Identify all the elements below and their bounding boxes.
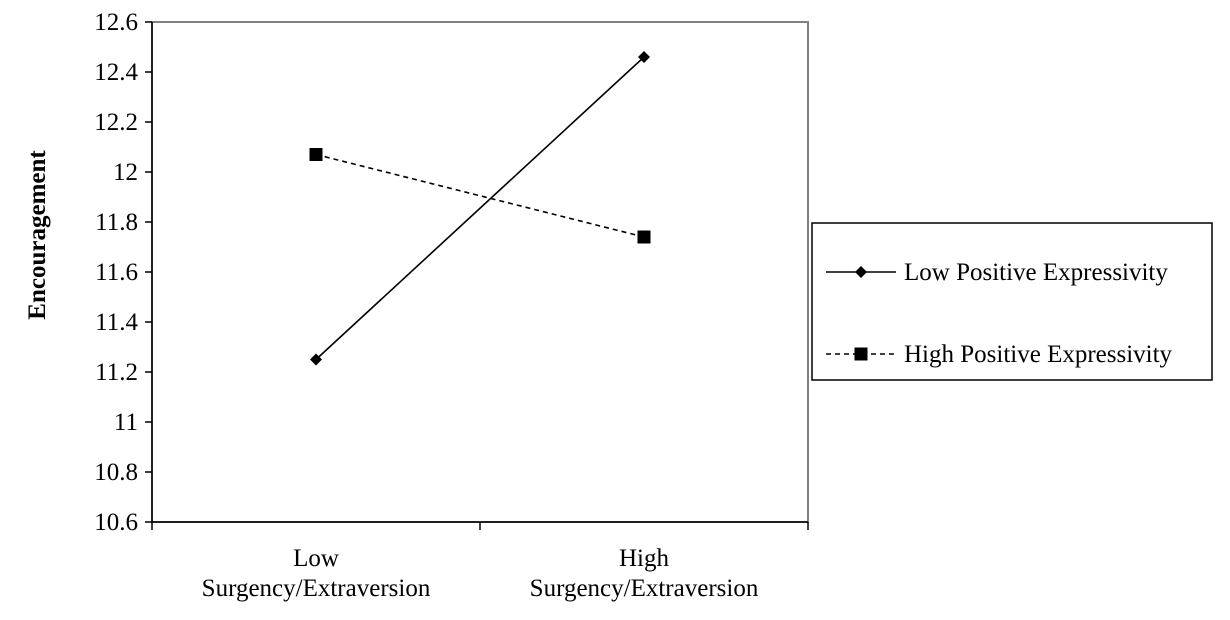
- y-tick-label: 11.8: [95, 209, 138, 236]
- y-axis-ticks: 10.6 10.8 11 11.2 11.4 11.6 11.8 12 12.2 12.4 12.6: [94, 9, 152, 536]
- y-tick-label: 12.2: [94, 109, 138, 136]
- y-tick-label: 12: [113, 159, 138, 186]
- legend-label: High Positive Expressivity: [904, 341, 1173, 368]
- y-tick-label: 11.4: [95, 309, 138, 336]
- legend-marker: [854, 347, 868, 361]
- y-tick-label: 11.2: [95, 359, 138, 386]
- y-tick-label: 10.8: [94, 459, 138, 486]
- y-tick-label: 12.4: [94, 59, 138, 86]
- y-axis-title: Encouragement: [24, 150, 51, 320]
- y-tick-label: 12.6: [94, 9, 138, 36]
- legend: Low Positive Expressivity High Positive E…: [811, 222, 1213, 381]
- series-line: [315, 56, 645, 361]
- series-layer: [309, 51, 651, 366]
- legend-label: Low Positive Expressivity: [904, 259, 1168, 286]
- data-point: [637, 230, 651, 244]
- y-tick-label: 11.6: [95, 259, 138, 286]
- data-point: [309, 148, 323, 161]
- series-2: [309, 148, 651, 244]
- series-1: [310, 51, 650, 366]
- x-axis-ticks: Low Surgency/Extraversion High Surgency/Ext…: [151, 522, 809, 602]
- plot-area-border: [151, 21, 809, 523]
- x-tick-label: High Surgency/Extraversion: [530, 545, 759, 602]
- x-tick-label: Low Surgency/Extraversion: [202, 545, 431, 602]
- series-line: [315, 153, 645, 238]
- legend-box: [811, 222, 1213, 381]
- data-point: [310, 353, 322, 366]
- y-tick-label: 10.6: [94, 509, 138, 536]
- legend-marker: [855, 266, 867, 278]
- y-tick-label: 11: [114, 409, 138, 436]
- data-point: [638, 51, 650, 63]
